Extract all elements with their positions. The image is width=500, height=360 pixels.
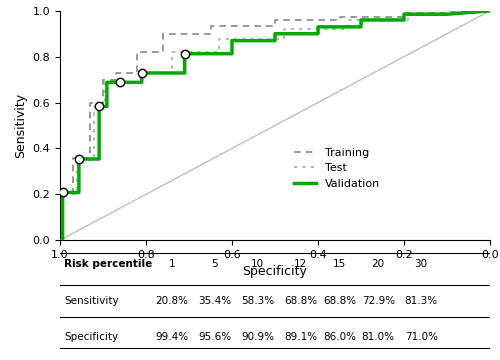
Text: 72.9%: 72.9% [362,296,395,306]
Text: 1: 1 [168,259,175,269]
Text: Sensitivity: Sensitivity [64,296,119,306]
Text: 81.0%: 81.0% [362,332,394,342]
Legend: Training, Test, Validation: Training, Test, Validation [289,143,384,193]
Y-axis label: Sensitivity: Sensitivity [14,93,27,158]
Text: 68.8%: 68.8% [323,296,356,306]
X-axis label: Specificity: Specificity [242,265,308,279]
Text: 10: 10 [251,259,264,269]
Text: 20: 20 [372,259,385,269]
Text: 99.4%: 99.4% [155,332,188,342]
Text: 12: 12 [294,259,308,269]
Text: 90.9%: 90.9% [242,332,274,342]
Text: 68.8%: 68.8% [284,296,318,306]
Text: 30: 30 [414,259,428,269]
Text: 86.0%: 86.0% [323,332,356,342]
Text: 5: 5 [212,259,218,269]
Text: Specificity: Specificity [64,332,118,342]
Text: Risk percentile: Risk percentile [64,259,152,269]
Text: 35.4%: 35.4% [198,296,232,306]
Text: 81.3%: 81.3% [404,296,438,306]
Text: 58.3%: 58.3% [241,296,274,306]
Text: 15: 15 [333,259,346,269]
Text: 20.8%: 20.8% [156,296,188,306]
Text: 71.0%: 71.0% [404,332,438,342]
Text: 95.6%: 95.6% [198,332,232,342]
Text: 89.1%: 89.1% [284,332,318,342]
